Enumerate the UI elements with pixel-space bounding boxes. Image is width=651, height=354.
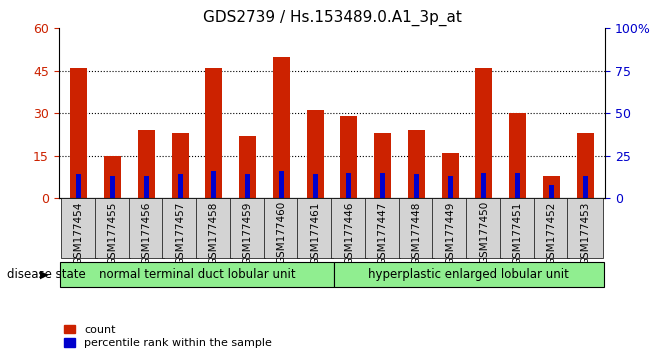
Text: GSM177446: GSM177446 <box>344 201 354 265</box>
Text: GSM177459: GSM177459 <box>243 201 253 265</box>
Bar <box>172 133 189 198</box>
Bar <box>475 68 492 198</box>
Bar <box>408 130 425 198</box>
Bar <box>583 176 588 198</box>
Text: GSM177455: GSM177455 <box>107 201 118 265</box>
Bar <box>273 57 290 198</box>
FancyBboxPatch shape <box>61 198 96 258</box>
Text: GSM177450: GSM177450 <box>479 201 489 264</box>
Bar <box>448 176 452 198</box>
Bar <box>212 171 216 198</box>
Text: GSM177453: GSM177453 <box>580 201 590 265</box>
Bar <box>442 153 458 198</box>
Bar <box>70 68 87 198</box>
FancyBboxPatch shape <box>129 198 164 258</box>
Bar <box>380 173 385 198</box>
FancyBboxPatch shape <box>334 262 603 287</box>
Text: GSM177447: GSM177447 <box>378 201 387 265</box>
FancyBboxPatch shape <box>61 262 334 287</box>
Text: disease state: disease state <box>7 268 85 281</box>
FancyBboxPatch shape <box>432 198 468 258</box>
Bar <box>279 171 284 198</box>
FancyBboxPatch shape <box>534 198 569 258</box>
Bar <box>414 175 419 198</box>
Bar <box>206 68 222 198</box>
Legend: count, percentile rank within the sample: count, percentile rank within the sample <box>64 325 272 348</box>
Bar <box>178 175 183 198</box>
Text: GSM177452: GSM177452 <box>546 201 557 265</box>
FancyBboxPatch shape <box>264 198 299 258</box>
FancyBboxPatch shape <box>95 198 130 258</box>
Bar <box>374 133 391 198</box>
Text: normal terminal duct lobular unit: normal terminal duct lobular unit <box>99 268 296 281</box>
Bar <box>76 175 81 198</box>
FancyBboxPatch shape <box>162 198 198 258</box>
Bar <box>340 116 357 198</box>
Bar <box>577 133 594 198</box>
FancyBboxPatch shape <box>365 198 400 258</box>
Bar <box>110 176 115 198</box>
FancyBboxPatch shape <box>196 198 232 258</box>
Text: GSM177451: GSM177451 <box>513 201 523 265</box>
Title: GDS2739 / Hs.153489.0.A1_3p_at: GDS2739 / Hs.153489.0.A1_3p_at <box>202 9 462 25</box>
Bar <box>549 185 554 198</box>
Bar <box>515 173 520 198</box>
Text: hyperplastic enlarged lobular unit: hyperplastic enlarged lobular unit <box>368 268 569 281</box>
Text: GSM177456: GSM177456 <box>141 201 151 265</box>
FancyBboxPatch shape <box>398 198 434 258</box>
Text: GSM177461: GSM177461 <box>310 201 320 265</box>
Text: GSM177457: GSM177457 <box>175 201 185 265</box>
Text: GSM177458: GSM177458 <box>209 201 219 265</box>
Text: GSM177449: GSM177449 <box>445 201 455 265</box>
Bar <box>245 175 250 198</box>
FancyBboxPatch shape <box>500 198 535 258</box>
Bar <box>312 175 318 198</box>
Text: ▶: ▶ <box>40 269 49 279</box>
Text: GSM177448: GSM177448 <box>411 201 421 265</box>
FancyBboxPatch shape <box>466 198 502 258</box>
Text: GSM177454: GSM177454 <box>74 201 84 265</box>
Bar <box>307 110 324 198</box>
FancyBboxPatch shape <box>568 198 603 258</box>
FancyBboxPatch shape <box>230 198 266 258</box>
Bar <box>509 113 526 198</box>
Bar <box>138 130 155 198</box>
Bar <box>144 176 149 198</box>
Text: GSM177460: GSM177460 <box>277 201 286 264</box>
Bar <box>239 136 256 198</box>
Bar <box>481 173 486 198</box>
FancyBboxPatch shape <box>298 198 333 258</box>
Bar <box>104 156 121 198</box>
FancyBboxPatch shape <box>331 198 367 258</box>
Bar <box>543 176 560 198</box>
Bar <box>346 173 352 198</box>
